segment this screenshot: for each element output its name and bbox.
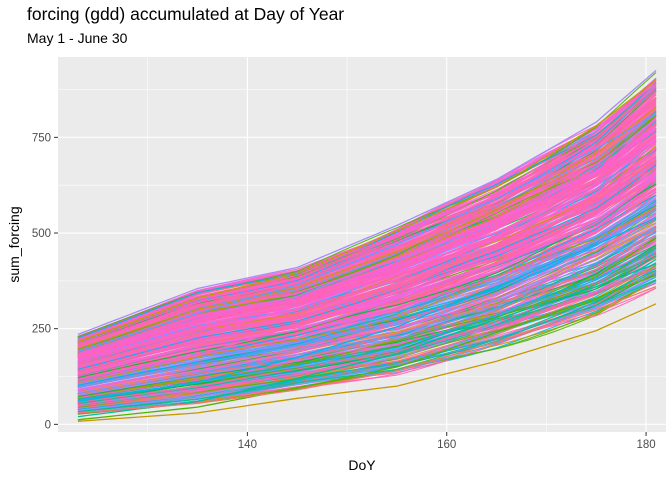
- series-line: [77, 263, 657, 406]
- series-line: [77, 256, 657, 406]
- series-line: [77, 280, 657, 414]
- series-line: [77, 86, 657, 343]
- series-line: [77, 183, 657, 379]
- series-line: [77, 262, 657, 418]
- series-line: [77, 223, 657, 391]
- series-line: [77, 209, 657, 388]
- series-line: [77, 164, 657, 370]
- series-line: [77, 109, 657, 349]
- series-line: [77, 303, 657, 422]
- series-line: [77, 140, 657, 368]
- series-line: [77, 215, 657, 392]
- y-axis-label: sum_forcing: [6, 206, 22, 282]
- series-line: [77, 191, 657, 382]
- series-layer: [77, 69, 657, 422]
- x-tick-label: 140: [238, 439, 257, 451]
- series-line: [77, 79, 657, 343]
- series-line: [77, 240, 657, 399]
- series-line: [77, 266, 657, 407]
- x-tick-label: 160: [437, 439, 456, 451]
- x-tick-label: 180: [636, 439, 655, 451]
- series-line: [77, 285, 657, 414]
- series-line: [77, 82, 657, 339]
- chart-subtitle: May 1 - June 30: [27, 30, 128, 46]
- series-line: [77, 107, 657, 350]
- series-line: [77, 179, 657, 376]
- series-line: [77, 148, 657, 365]
- y-tick-label: 250: [32, 324, 51, 336]
- series-line: [77, 101, 657, 348]
- x-axis: 140 160 180: [238, 432, 656, 451]
- series-line: [77, 232, 657, 396]
- x-axis-label: DoY: [348, 457, 376, 473]
- series-line: [77, 72, 657, 338]
- series-line: [77, 167, 657, 383]
- series-line: [77, 147, 657, 364]
- series-line: [77, 273, 657, 411]
- chart-title: forcing (gdd) accumulated at Day of Year: [27, 4, 345, 24]
- series-line: [77, 274, 657, 421]
- series-line: [77, 172, 657, 374]
- y-tick-label: 750: [32, 132, 51, 144]
- series-line: [77, 113, 657, 353]
- series-line: [77, 136, 657, 362]
- series-line: [77, 102, 657, 347]
- series-line: [77, 225, 657, 392]
- series-line: [77, 99, 657, 347]
- y-axis: 0 250 500 750: [32, 132, 58, 431]
- series-line: [77, 127, 657, 356]
- series-line: [77, 135, 657, 359]
- series-line: [77, 129, 657, 357]
- series-line: [77, 119, 657, 355]
- y-tick-label: 0: [45, 419, 51, 431]
- y-tick-label: 500: [32, 228, 51, 240]
- series-line: [77, 228, 657, 395]
- series-line: [77, 69, 657, 336]
- series-line: [77, 217, 657, 403]
